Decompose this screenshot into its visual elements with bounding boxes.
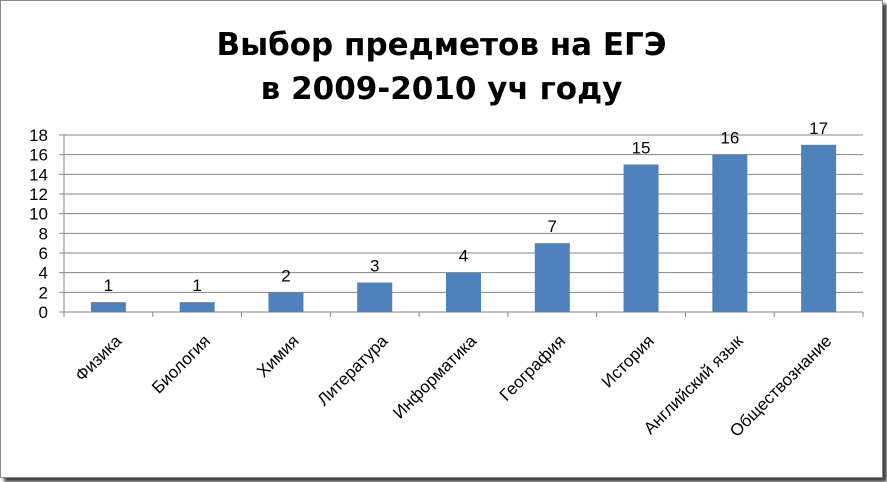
data-label: 17 xyxy=(809,119,828,138)
x-category-label: Литература xyxy=(313,331,391,409)
x-category-label: Физика xyxy=(71,331,125,385)
data-label: 7 xyxy=(548,217,557,236)
y-tick-label: 14 xyxy=(29,165,48,184)
y-tick-label: 10 xyxy=(29,205,48,224)
y-tick-label: 4 xyxy=(39,264,48,283)
data-label: 2 xyxy=(281,266,290,285)
data-label: 15 xyxy=(632,139,651,158)
x-category-label: Химия xyxy=(253,331,303,381)
bar xyxy=(534,243,570,312)
bar xyxy=(179,302,215,312)
y-tick-label: 12 xyxy=(29,185,48,204)
bar xyxy=(801,144,837,312)
data-label: 1 xyxy=(192,276,201,295)
bar xyxy=(712,154,748,312)
y-tick-label: 6 xyxy=(39,244,48,263)
bar xyxy=(446,272,481,312)
y-tick-label: 16 xyxy=(29,146,48,165)
x-category-label: Биология xyxy=(148,331,214,397)
data-label: 4 xyxy=(459,247,468,266)
x-category-label: История xyxy=(598,331,658,391)
y-tick-label: 0 xyxy=(39,303,48,322)
chart-title-line-2: в 2009-2010 уч году xyxy=(260,71,623,107)
data-label: 3 xyxy=(370,257,379,276)
bar xyxy=(268,292,304,312)
x-category-label: Информатика xyxy=(389,331,480,422)
y-tick-label: 18 xyxy=(29,126,48,145)
chart-title: Выбор предметов на ЕГЭ в 2009-2010 уч го… xyxy=(1,23,882,111)
data-label: 16 xyxy=(720,129,739,148)
data-label: 1 xyxy=(104,276,113,295)
y-tick-label: 2 xyxy=(39,283,48,302)
bar xyxy=(623,164,659,312)
bar xyxy=(90,302,126,312)
chart-title-line-1: Выбор предметов на ЕГЭ xyxy=(216,27,667,63)
bar xyxy=(357,282,393,312)
y-tick-label: 8 xyxy=(39,224,48,243)
x-category-label: География xyxy=(496,331,569,404)
